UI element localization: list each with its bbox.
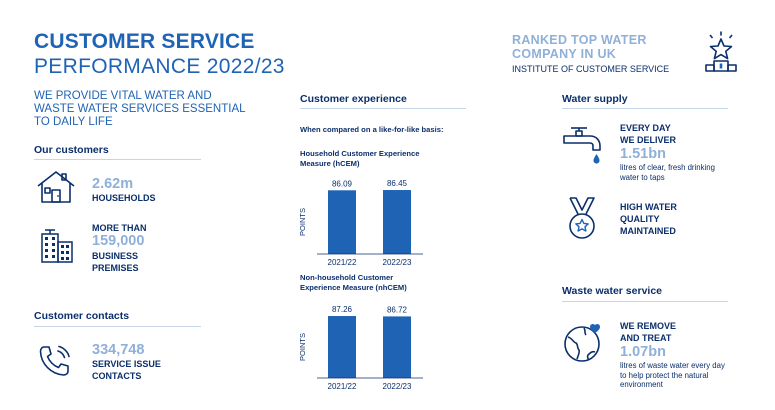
chart1-title: Household Customer Experience Measure (h… [300,149,420,168]
deliver-line1: EVERY DAY [620,123,671,133]
bar-2022/23 [383,190,411,254]
office-building-icon [41,229,73,263]
bar-2021/22 [328,316,356,378]
y-axis-label: POINTS [298,333,307,361]
deliver-line2: WE DELIVER [620,135,677,145]
waste-water-heading: Waste water service [562,285,663,297]
intro-text: WE PROVIDE VITAL WATER AND WASTE WATER S… [34,90,246,128]
chart2-title: Non-household Customer Experience Measur… [300,273,407,292]
water-supply-heading: Water supply [562,93,628,105]
quality-line1: HIGH WATER [620,202,677,212]
page-subtitle: PERFORMANCE 2022/23 [34,55,285,78]
ranking-source: INSTITUTE OF CUSTOMER SERVICE [512,64,670,74]
business-value: 159,000 [92,233,145,249]
customers-heading: Our customers [34,144,109,156]
x-tick-label: 2022/23 [383,258,412,267]
water-supply-divider [562,108,728,109]
deliver-value: 1.51bn [620,146,666,162]
phone-icon [39,345,70,376]
nhcem-bar-chart: POINTS 87.26 2021/22 86.72 2022/23 [298,305,423,391]
quality-line3: MAINTAINED [620,226,676,236]
business-prefix: MORE THAN [92,223,147,233]
waste-line2: AND TREAT [620,333,672,343]
hcem-bar-chart: POINTS 86.09 2021/22 86.45 2022/23 [298,179,423,267]
experience-divider [300,108,466,109]
contacts-heading: Customer contacts [34,310,130,322]
medal-icon [569,197,595,239]
households-label: HOUSEHOLDS [92,193,156,203]
x-tick-label: 2022/23 [383,382,412,391]
bar-value-label: 86.45 [387,179,408,188]
x-tick-label: 2021/22 [328,258,357,267]
experience-basis: When compared on a like-for-like basis: [300,125,444,134]
waste-detail: litres of waste water every day to help … [620,361,725,389]
households-value: 2.62m [92,176,134,192]
bar-2022/23 [383,316,411,378]
bar-2021/22 [328,190,356,254]
bar-value-label: 86.09 [332,179,353,188]
business-label: BUSINESS PREMISES [92,251,139,273]
globe-heart-icon [564,323,600,362]
bar-value-label: 86.72 [387,305,408,314]
contacts-divider [34,326,201,327]
x-tick-label: 2021/22 [328,382,357,391]
waste-line1: WE REMOVE [620,321,677,331]
waste-value: 1.07bn [620,344,666,360]
bar-value-label: 87.26 [332,305,353,314]
tap-icon [563,127,601,164]
contacts-value: 334,748 [92,342,145,358]
deliver-detail: litres of clear, fresh drinking water to… [620,163,715,182]
quality-line2: QUALITY [620,214,660,224]
waste-water-divider [562,301,728,302]
y-axis-label: POINTS [298,208,307,236]
page-title: CUSTOMER SERVICE [34,30,255,53]
ranking-line1: RANKED TOP WATER [512,33,647,47]
trophy-star-icon [705,31,737,72]
experience-heading: Customer experience [300,93,407,105]
contacts-label: SERVICE ISSUE CONTACTS [92,359,161,381]
house-icon [37,171,75,203]
ranking-line2: COMPANY IN UK [512,47,617,61]
customers-divider [34,159,201,160]
